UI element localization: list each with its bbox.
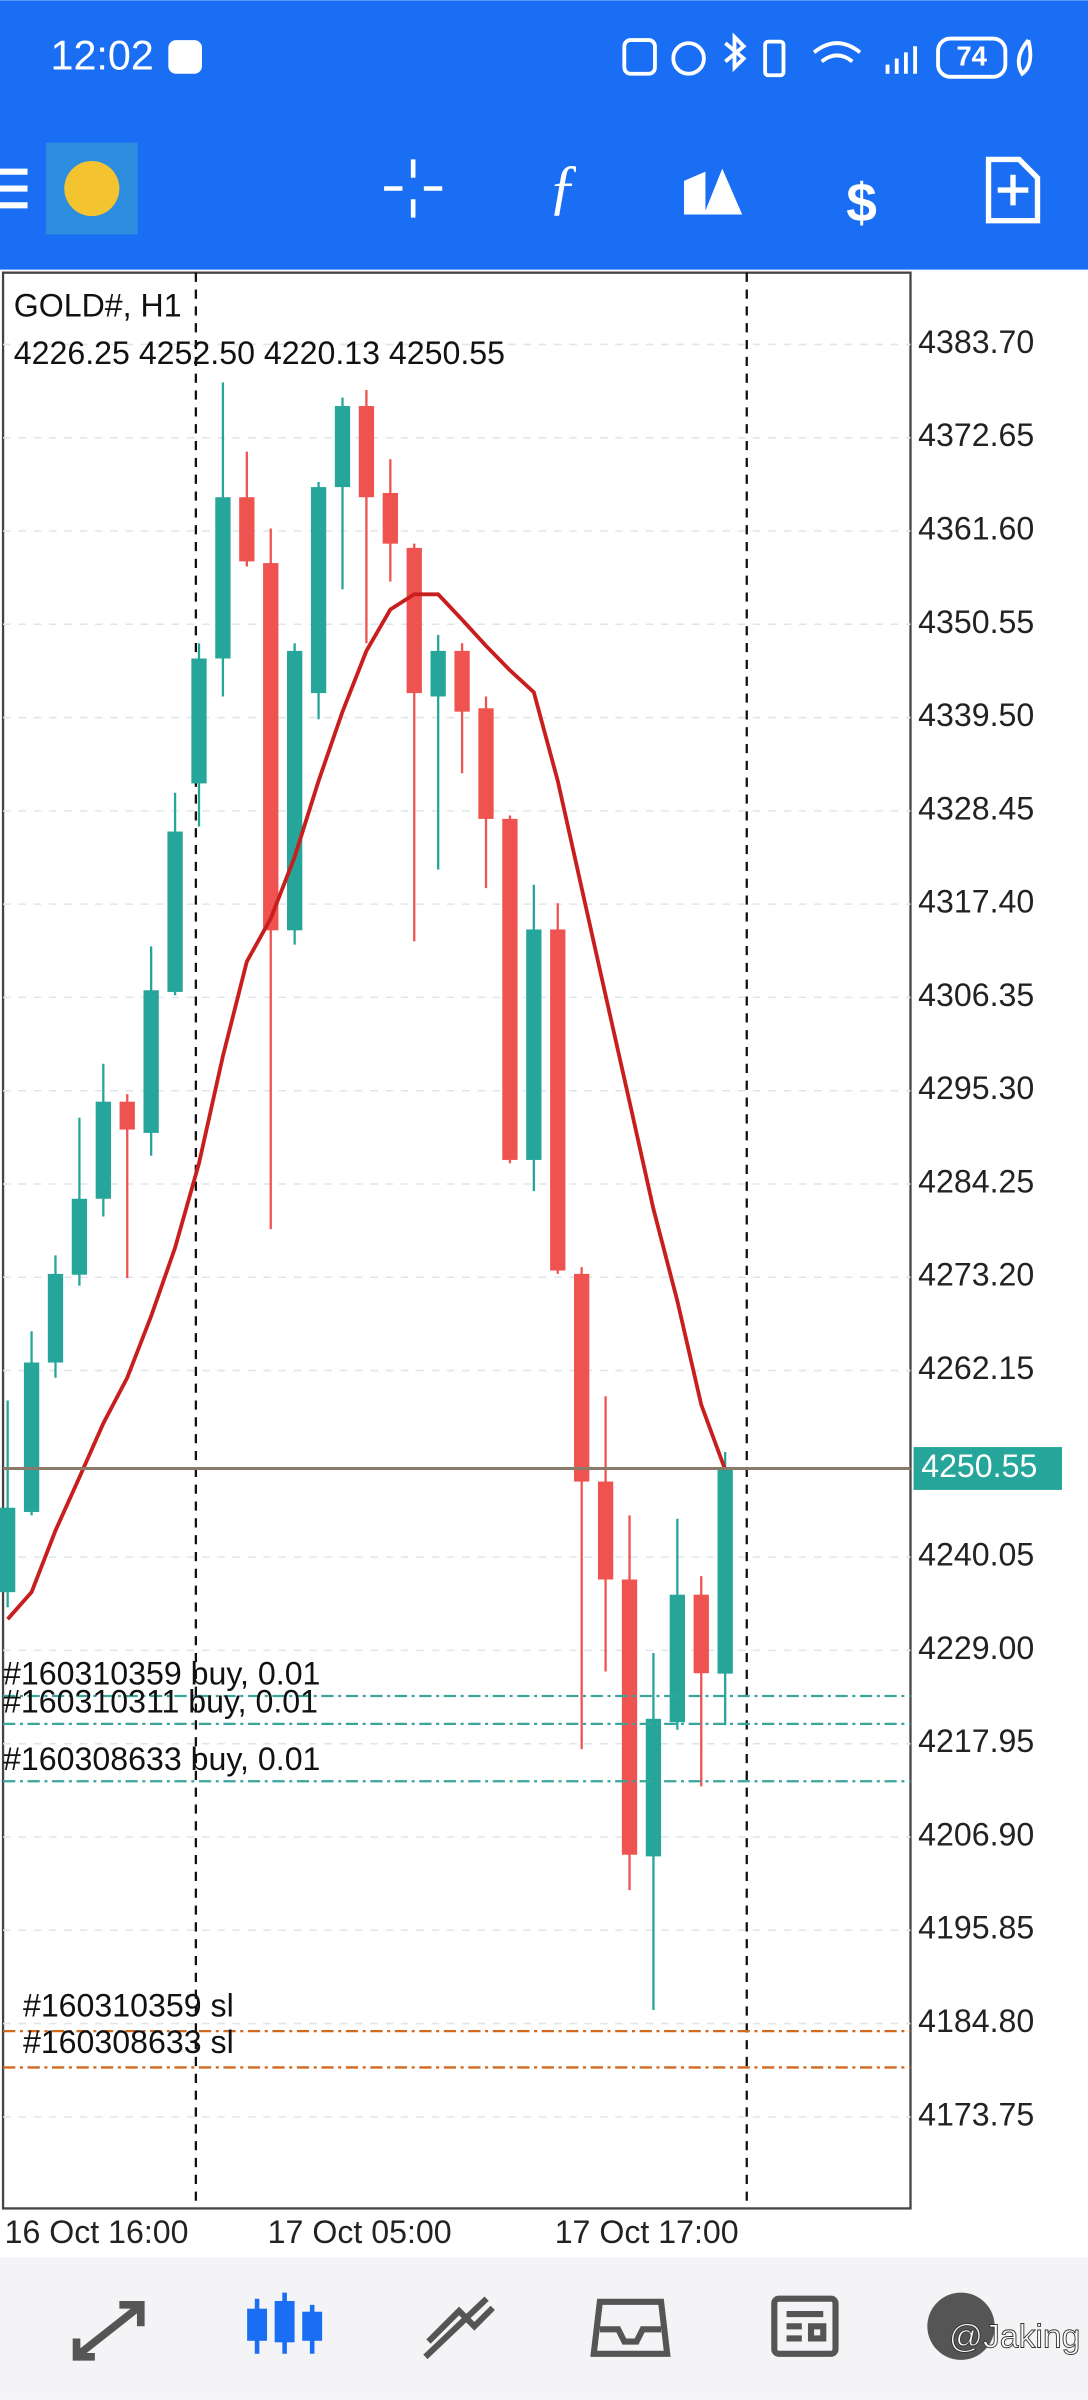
- trade-button[interactable]: $: [846, 171, 877, 233]
- y-tick-label: 4295.30: [918, 1070, 1034, 1106]
- order-label: #160308633 buy, 0.01: [3, 1741, 320, 1777]
- bottom-nav: [0, 2257, 1088, 2400]
- candle-body: [215, 497, 231, 659]
- candle-body: [239, 497, 255, 562]
- indicators-button[interactable]: ƒ: [548, 153, 579, 221]
- candle-body: [167, 831, 183, 992]
- chart-area: [1, 271, 912, 2210]
- candle-body: [358, 406, 375, 498]
- candle-body: [191, 658, 207, 784]
- candle-body: [0, 1507, 16, 1593]
- candle-body: [693, 1594, 709, 1674]
- candle-body: [502, 818, 518, 1160]
- order-label: #160310311 buy, 0.01: [3, 1683, 318, 1719]
- y-tick-label: 4339.50: [918, 697, 1034, 733]
- history-tab[interactable]: [590, 2298, 671, 2357]
- candle-body: [406, 547, 422, 694]
- battery-level: 74: [956, 41, 987, 72]
- status-time: 12:02: [50, 32, 153, 78]
- ohlc-readout: 4226.25 4252.50 4220.13 4250.55: [14, 335, 505, 371]
- candle-body: [717, 1468, 733, 1674]
- candle-body: [574, 1273, 590, 1482]
- news-tab[interactable]: [771, 2295, 839, 2357]
- symbol-title: GOLD#, H1: [14, 287, 182, 323]
- status-icons: [622, 32, 1033, 79]
- new-order-button[interactable]: [985, 156, 1041, 224]
- watermark: @Jaking: [949, 2318, 1080, 2355]
- candle-body: [526, 929, 542, 1160]
- candle-body: [645, 1718, 662, 1857]
- current-price-box: [913, 1447, 1062, 1490]
- x-tick-label: 17 Oct 05:00: [268, 2214, 452, 2250]
- y-tick-label: 4317.40: [918, 884, 1034, 920]
- candle-body: [478, 708, 494, 819]
- trade-tab[interactable]: [423, 2296, 495, 2360]
- stop-loss-label: #160310359 sl: [23, 1988, 234, 2024]
- y-tick-label: 4206.90: [918, 1816, 1034, 1852]
- app-notification-icon: [168, 40, 202, 74]
- objects-button[interactable]: [684, 168, 743, 215]
- crosshair-button[interactable]: [384, 159, 443, 218]
- candle-body: [454, 650, 470, 712]
- y-tick-label: 4229.00: [918, 1630, 1034, 1666]
- y-tick-label: 4372.65: [918, 417, 1034, 453]
- candle-body: [287, 650, 303, 931]
- x-tick-label: 17 Oct 17:00: [555, 2214, 739, 2250]
- candle-body: [47, 1273, 64, 1363]
- candle-body: [597, 1481, 614, 1580]
- y-tick-label: 4273.20: [918, 1257, 1034, 1293]
- y-tick-label: 4184.80: [918, 2003, 1034, 2039]
- y-tick-label: 4173.75: [918, 2096, 1034, 2132]
- candle-body: [23, 1362, 40, 1512]
- order-label: #160310359 buy, 0.01: [3, 1656, 320, 1692]
- candle-body: [550, 929, 566, 1271]
- y-tick-label: 4361.60: [918, 510, 1034, 546]
- candle-body: [143, 990, 159, 1133]
- candle-body: [430, 650, 446, 697]
- candle-body: [95, 1101, 111, 1199]
- y-tick-label: 4383.70: [918, 324, 1034, 360]
- stop-loss-label: #160308633 sl: [23, 2024, 234, 2060]
- top-bar: [0, 0, 1088, 270]
- moving-average: [6, 592, 727, 1621]
- candle-body: [382, 493, 398, 544]
- candle-body: [71, 1198, 88, 1275]
- x-tick-label: 16 Oct 16:00: [5, 2214, 189, 2250]
- candle-body: [334, 406, 351, 488]
- app-icon-logo: [64, 160, 120, 217]
- y-tick-label: 4306.35: [918, 977, 1034, 1013]
- y-tick-label: 4217.95: [918, 1723, 1034, 1759]
- grid: [3, 343, 911, 2118]
- y-tick-label: 4240.05: [918, 1537, 1034, 1573]
- bottom-nav-icons: [72, 2292, 995, 2361]
- candle-body: [263, 563, 279, 931]
- candle-body: [310, 487, 327, 694]
- y-tick-label: 4350.55: [918, 604, 1034, 640]
- candle-body: [119, 1101, 135, 1130]
- quotes-tab[interactable]: [72, 2301, 145, 2361]
- y-tick-label: 4195.85: [918, 1910, 1034, 1946]
- settings-tab[interactable]: [927, 2292, 995, 2360]
- menu-button[interactable]: [0, 168, 28, 209]
- plot: [0, 382, 911, 2069]
- toolbar: ƒ $: [0, 142, 1041, 235]
- candle-body: [621, 1579, 638, 1855]
- y-tick-label: 4284.25: [918, 1163, 1034, 1199]
- current-price-label: 4250.55: [921, 1448, 1037, 1484]
- candle-body: [669, 1594, 685, 1723]
- y-tick-label: 4262.15: [918, 1350, 1034, 1386]
- y-tick-label: 4328.45: [918, 790, 1034, 826]
- chart-tab[interactable]: [247, 2292, 323, 2354]
